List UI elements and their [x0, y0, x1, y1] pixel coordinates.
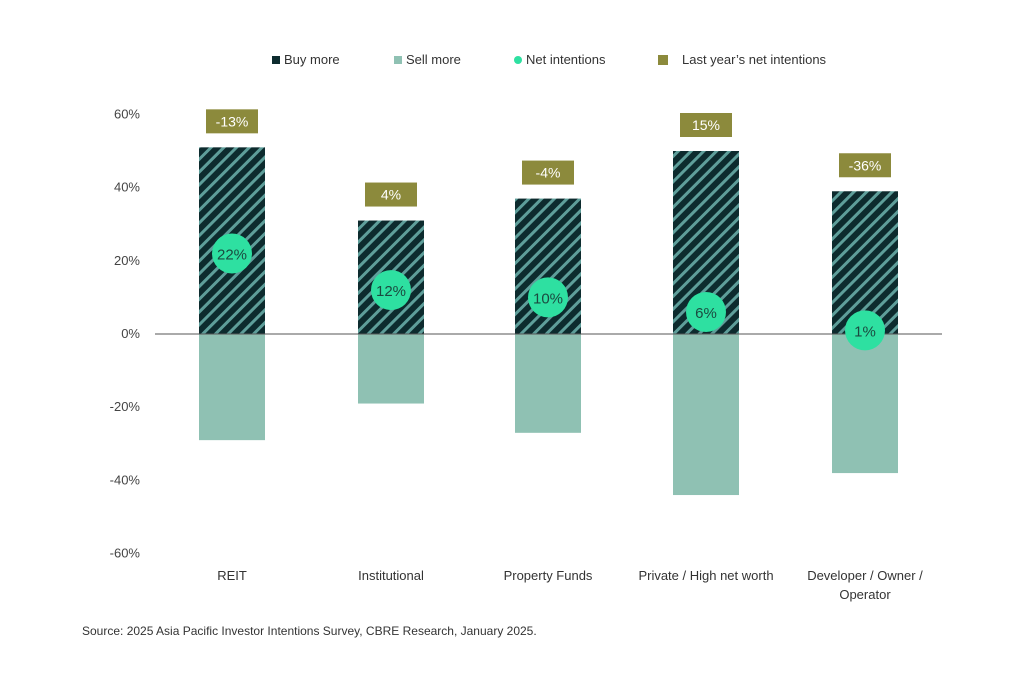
- x-tick-label: Property Funds: [504, 568, 593, 583]
- net-intention-label: 22%: [217, 246, 247, 263]
- net-intention-marker: [371, 270, 411, 311]
- last-year-label: -36%: [849, 157, 882, 173]
- net-intention-label: 6%: [695, 305, 717, 322]
- legend-label: Net intentions: [526, 52, 606, 67]
- last-year-box: [365, 182, 417, 207]
- sell-more-bar: [515, 334, 581, 433]
- net-swatch: [514, 55, 522, 64]
- legend-sell-more: Sell more: [394, 52, 461, 67]
- legend-net-intentions: Net intentions: [514, 52, 606, 67]
- last-year-box: [206, 109, 258, 134]
- last-year-label: 4%: [381, 187, 401, 203]
- legend: Buy more Sell more Net intentions Last y…: [0, 52, 1024, 72]
- net-intention-marker: [212, 233, 252, 274]
- sell-more-bar: [199, 334, 265, 441]
- last-year-swatch: [658, 54, 668, 65]
- sell-more-bar: [673, 334, 739, 496]
- legend-buy-more: Buy more: [272, 52, 340, 67]
- y-tick-label: -40%: [110, 472, 141, 487]
- net-intention-marker: [686, 292, 726, 333]
- sell-more-bar: [358, 334, 424, 404]
- buy-swatch: [272, 55, 280, 64]
- x-tick-label: Private / High net worth: [638, 568, 773, 583]
- last-year-box: [522, 160, 574, 185]
- last-year-label: -4%: [536, 165, 561, 181]
- last-year-box: [839, 153, 891, 178]
- y-tick-label: -60%: [110, 546, 141, 561]
- legend-last-year: Last year’s net intentions: [658, 52, 826, 67]
- x-tick-label: REIT: [217, 568, 247, 583]
- sell-swatch: [394, 55, 402, 64]
- legend-label: Buy more: [284, 52, 340, 67]
- x-tick-label: Developer / Owner /: [807, 568, 923, 583]
- y-tick-label: -20%: [110, 399, 141, 414]
- x-tick-label: Operator: [839, 587, 891, 602]
- net-intention-label: 12%: [376, 283, 406, 300]
- last-year-label: 15%: [692, 117, 720, 133]
- y-tick-label: 20%: [114, 253, 140, 268]
- y-tick-label: 40%: [114, 180, 140, 195]
- legend-label: Last year’s net intentions: [682, 52, 827, 67]
- source-note: Source: 2025 Asia Pacific Investor Inten…: [82, 624, 537, 638]
- net-intention-label: 10%: [533, 290, 563, 307]
- net-intention-marker: [845, 310, 885, 351]
- net-intention-label: 1%: [854, 323, 876, 340]
- buy-more-bar: [832, 191, 898, 334]
- y-tick-label: 0%: [121, 326, 140, 341]
- legend-label: Sell more: [406, 52, 461, 67]
- sell-more-bar: [832, 334, 898, 474]
- last-year-box: [680, 113, 732, 137]
- x-tick-label: Institutional: [358, 568, 424, 583]
- last-year-label: -13%: [216, 113, 249, 129]
- y-tick-label: 60%: [114, 106, 140, 121]
- net-intention-marker: [528, 277, 568, 318]
